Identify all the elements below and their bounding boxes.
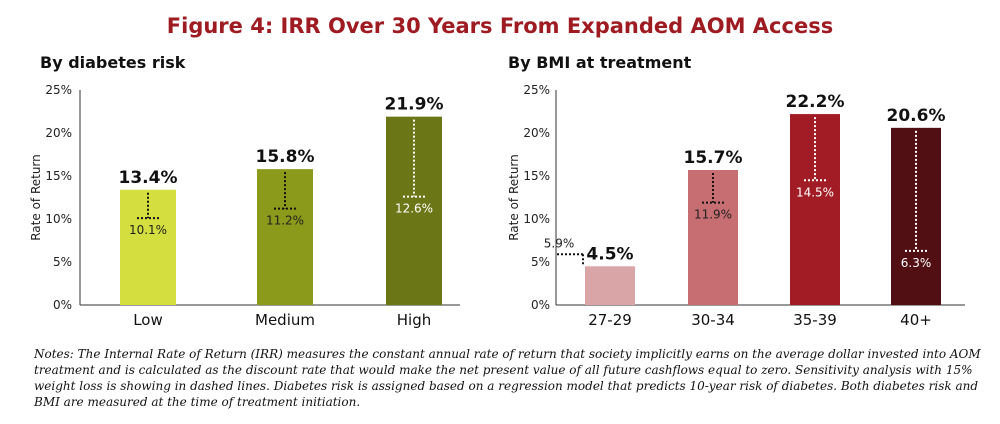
sensitivity-label: 10.1% <box>129 223 167 237</box>
charts-canvas: 0% 5% 10% 15% 20% 25% Rate of Return Low 10.1% 13… <box>29 83 965 329</box>
value-label: 20.6% <box>887 106 946 126</box>
bar-30-34 <box>688 169 738 305</box>
bar-27-29 <box>585 266 635 305</box>
bar-medium <box>257 169 313 305</box>
left-panel-title: By diabetes risk <box>40 53 186 72</box>
value-label: 15.7% <box>684 148 743 168</box>
y-tick-label: 15% <box>523 169 550 183</box>
y-tick-label: 25% <box>523 83 550 97</box>
right-panel-title: By BMI at treatment <box>508 53 692 72</box>
sensitivity-label: 14.5% <box>796 185 834 199</box>
sensitivity-label: 5.9% <box>544 236 575 250</box>
value-label: 13.4% <box>119 168 178 188</box>
x-tick-label: High <box>397 311 431 329</box>
value-label: 4.5% <box>586 244 633 264</box>
y-axis-label: Rate of Return <box>507 154 521 241</box>
value-label: 22.2% <box>786 92 845 112</box>
y-tick-label: 15% <box>45 169 72 183</box>
x-tick-label: 35-39 <box>793 311 837 329</box>
y-tick-label: 5% <box>53 255 72 269</box>
y-tick-label: 0% <box>53 298 72 312</box>
x-tick-label: 30-34 <box>691 311 735 329</box>
sensitivity-label: 12.6% <box>395 202 433 216</box>
y-tick-label: 20% <box>523 126 550 140</box>
bar-low <box>120 189 176 305</box>
y-tick-label: 0% <box>531 298 550 312</box>
x-tick-label: Low <box>133 311 163 329</box>
sensitivity-label: 11.9% <box>694 208 732 222</box>
figure-notes: Notes: The Internal Rate of Return (IRR)… <box>34 347 981 409</box>
y-axis-label: Rate of Return <box>29 154 43 241</box>
x-tick-label: Medium <box>255 311 315 329</box>
value-label: 21.9% <box>385 95 444 115</box>
sensitivity-label: 11.2% <box>266 214 304 228</box>
sensitivity-label: 6.3% <box>901 256 932 270</box>
y-tick-label: 10% <box>45 212 72 226</box>
y-tick-label: 25% <box>45 83 72 97</box>
x-tick-label: 40+ <box>900 311 932 329</box>
figure-title: Figure 4: IRR Over 30 Years From Expande… <box>166 14 834 38</box>
y-tick-label: 20% <box>45 126 72 140</box>
x-tick-label: 27-29 <box>588 311 632 329</box>
value-label: 15.8% <box>256 147 315 167</box>
y-tick-label: 10% <box>523 212 550 226</box>
y-tick-label: 5% <box>531 255 550 269</box>
